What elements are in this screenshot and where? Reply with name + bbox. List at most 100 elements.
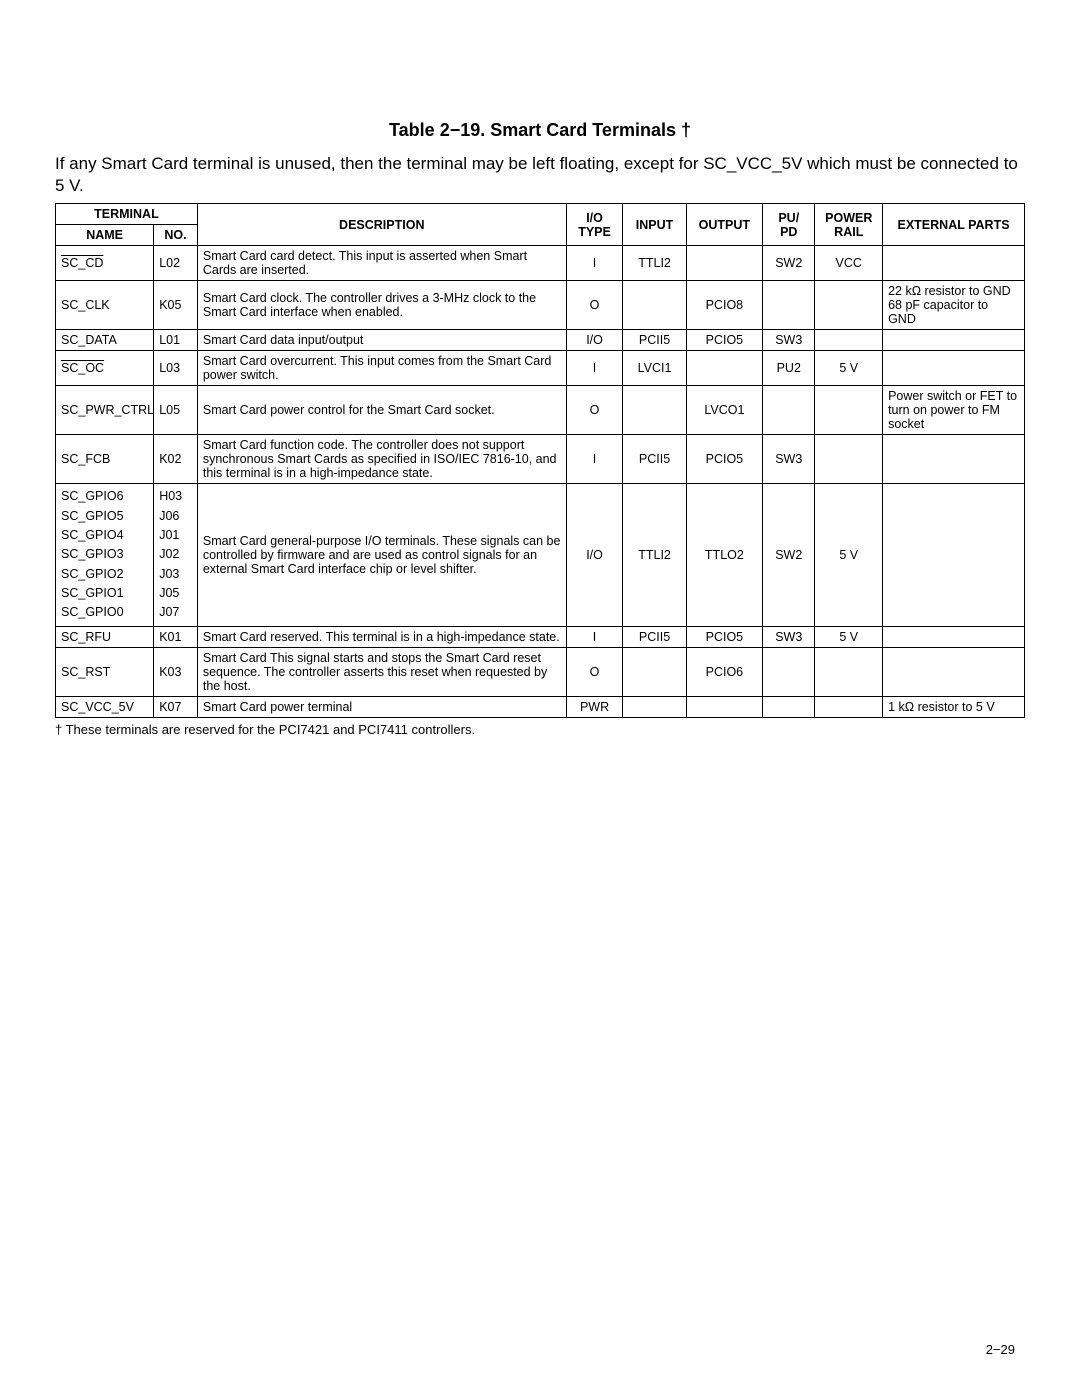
cell-name: SC_RFU bbox=[56, 626, 154, 647]
cell-name: SC_CD bbox=[56, 246, 154, 281]
cell-no: L03 bbox=[154, 351, 198, 386]
cell-no: L01 bbox=[154, 330, 198, 351]
cell-io: I bbox=[566, 435, 623, 484]
cell-desc: Smart Card overcurrent. This input comes… bbox=[197, 351, 566, 386]
cell-ext: 22 kΩ resistor to GND 68 pF capacitor to… bbox=[883, 281, 1025, 330]
cell-no: K02 bbox=[154, 435, 198, 484]
cell-output bbox=[686, 696, 762, 717]
cell-pupd bbox=[763, 647, 815, 696]
cell-pupd: SW2 bbox=[763, 484, 815, 627]
cell-power bbox=[815, 330, 883, 351]
cell-name: SC_CLK bbox=[56, 281, 154, 330]
page-number: 2−29 bbox=[986, 1342, 1015, 1357]
cell-input: PCII5 bbox=[623, 626, 686, 647]
cell-desc: Smart Card data input/output bbox=[197, 330, 566, 351]
cell-io: O bbox=[566, 281, 623, 330]
cell-io: O bbox=[566, 647, 623, 696]
cell-output: PCIO5 bbox=[686, 330, 762, 351]
smart-card-terminals-table: TERMINAL DESCRIPTION I/O TYPE INPUT OUTP… bbox=[55, 203, 1025, 718]
cell-ext bbox=[883, 246, 1025, 281]
th-no: NO. bbox=[154, 225, 198, 246]
cell-output: PCIO6 bbox=[686, 647, 762, 696]
page-container: Table 2−19. Smart Card Terminals † If an… bbox=[0, 0, 1080, 1397]
cell-desc: Smart Card power terminal bbox=[197, 696, 566, 717]
th-io-type: I/O TYPE bbox=[566, 204, 623, 246]
cell-power: 5 V bbox=[815, 351, 883, 386]
cell-no: K03 bbox=[154, 647, 198, 696]
cell-input: PCII5 bbox=[623, 435, 686, 484]
table-row: SC_OC L03 Smart Card overcurrent. This i… bbox=[56, 351, 1025, 386]
cell-output: TTLO2 bbox=[686, 484, 762, 627]
cell-name-multi: SC_GPIO6 SC_GPIO5 SC_GPIO4 SC_GPIO3 SC_G… bbox=[56, 484, 154, 627]
cell-pupd bbox=[763, 281, 815, 330]
cell-power bbox=[815, 386, 883, 435]
table-row: SC_CLK K05 Smart Card clock. The control… bbox=[56, 281, 1025, 330]
cell-input bbox=[623, 696, 686, 717]
cell-input: LVCI1 bbox=[623, 351, 686, 386]
th-description: DESCRIPTION bbox=[197, 204, 566, 246]
cell-input: PCII5 bbox=[623, 330, 686, 351]
th-output: OUTPUT bbox=[686, 204, 762, 246]
cell-ext: 1 kΩ resistor to 5 V bbox=[883, 696, 1025, 717]
cell-io: PWR bbox=[566, 696, 623, 717]
table-row: SC_DATA L01 Smart Card data input/output… bbox=[56, 330, 1025, 351]
table-row: SC_VCC_5V K07 Smart Card power terminal … bbox=[56, 696, 1025, 717]
cell-power bbox=[815, 435, 883, 484]
cell-name: SC_OC bbox=[56, 351, 154, 386]
cell-pupd: SW3 bbox=[763, 435, 815, 484]
cell-desc: Smart Card clock. The controller drives … bbox=[197, 281, 566, 330]
intro-text: If any Smart Card terminal is unused, th… bbox=[55, 153, 1025, 197]
cell-output: PCIO5 bbox=[686, 626, 762, 647]
th-input: INPUT bbox=[623, 204, 686, 246]
table-row: SC_GPIO6 SC_GPIO5 SC_GPIO4 SC_GPIO3 SC_G… bbox=[56, 484, 1025, 627]
table-title: Table 2−19. Smart Card Terminals † bbox=[55, 120, 1025, 141]
th-power-rail: POWER RAIL bbox=[815, 204, 883, 246]
cell-ext bbox=[883, 484, 1025, 627]
table-row: SC_FCB K02 Smart Card function code. The… bbox=[56, 435, 1025, 484]
cell-output: LVCO1 bbox=[686, 386, 762, 435]
cell-power bbox=[815, 281, 883, 330]
cell-ext bbox=[883, 647, 1025, 696]
cell-desc: Smart Card reserved. This terminal is in… bbox=[197, 626, 566, 647]
cell-io: I bbox=[566, 351, 623, 386]
table-row: SC_CD L02 Smart Card card detect. This i… bbox=[56, 246, 1025, 281]
cell-no: K01 bbox=[154, 626, 198, 647]
th-terminal: TERMINAL bbox=[56, 204, 198, 225]
cell-output: PCIO8 bbox=[686, 281, 762, 330]
cell-ext: Power switch or FET to turn on power to … bbox=[883, 386, 1025, 435]
cell-output: PCIO5 bbox=[686, 435, 762, 484]
cell-io: O bbox=[566, 386, 623, 435]
cell-power bbox=[815, 696, 883, 717]
cell-input: TTLI2 bbox=[623, 484, 686, 627]
cell-power: 5 V bbox=[815, 626, 883, 647]
cell-input bbox=[623, 647, 686, 696]
cell-ext bbox=[883, 435, 1025, 484]
cell-io: I bbox=[566, 246, 623, 281]
cell-name: SC_PWR_CTRL bbox=[56, 386, 154, 435]
cell-desc: Smart Card general-purpose I/O terminals… bbox=[197, 484, 566, 627]
cell-pupd bbox=[763, 696, 815, 717]
cell-pupd: SW2 bbox=[763, 246, 815, 281]
table-row: SC_PWR_CTRL L05 Smart Card power control… bbox=[56, 386, 1025, 435]
cell-name: SC_FCB bbox=[56, 435, 154, 484]
cell-pupd: PU2 bbox=[763, 351, 815, 386]
th-name: NAME bbox=[56, 225, 154, 246]
table-row: SC_RST K03 Smart Card This signal starts… bbox=[56, 647, 1025, 696]
cell-ext bbox=[883, 351, 1025, 386]
cell-pupd: SW3 bbox=[763, 626, 815, 647]
cell-desc: Smart Card card detect. This input is as… bbox=[197, 246, 566, 281]
cell-no: K07 bbox=[154, 696, 198, 717]
cell-input bbox=[623, 281, 686, 330]
cell-input: TTLI2 bbox=[623, 246, 686, 281]
cell-desc: Smart Card function code. The controller… bbox=[197, 435, 566, 484]
cell-power: VCC bbox=[815, 246, 883, 281]
footnote: † These terminals are reserved for the P… bbox=[55, 722, 1025, 737]
cell-name: SC_VCC_5V bbox=[56, 696, 154, 717]
cell-no: K05 bbox=[154, 281, 198, 330]
header-row-1: TERMINAL DESCRIPTION I/O TYPE INPUT OUTP… bbox=[56, 204, 1025, 225]
th-pupd: PU/ PD bbox=[763, 204, 815, 246]
cell-io: I bbox=[566, 626, 623, 647]
cell-io: I/O bbox=[566, 330, 623, 351]
cell-input bbox=[623, 386, 686, 435]
cell-io: I/O bbox=[566, 484, 623, 627]
